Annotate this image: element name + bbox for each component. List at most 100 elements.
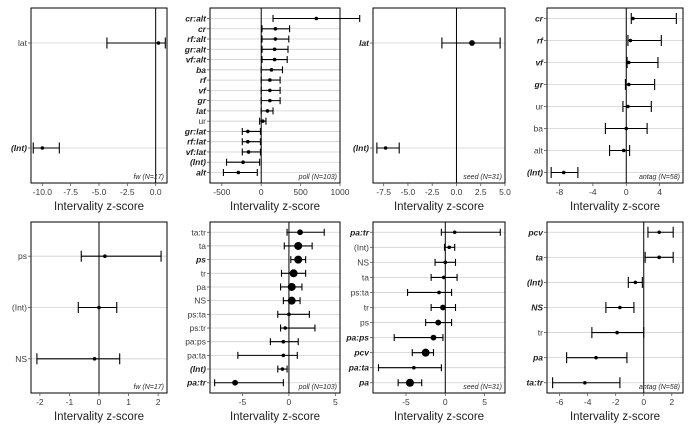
estimate-point-cr [273,26,278,31]
estimate-point-ta:tr [583,380,587,385]
estimate-point-vf [626,60,631,65]
term-label: ta [199,241,206,251]
estimate-point-pcv [421,348,430,357]
x-tick-label: -4 [584,397,592,407]
term-label: gr [534,80,544,90]
sample-note: antag (N=58) [639,174,680,181]
estimate-point-(Int) [97,305,101,310]
estimate-point-alt [236,170,241,175]
sample-note: antag (N=58) [639,384,680,391]
x-axis-title: Intervality z-score [570,411,660,423]
x-tick-label: -7.5 [376,187,391,197]
panel-frame [372,7,506,184]
term-label: vf [535,58,544,68]
estimate-point-cr:alt [314,16,319,21]
x-tick-label: -2 [612,397,620,407]
estimate-point-ur [626,104,630,109]
estimate-point-pa [594,355,598,360]
term-label: ba [534,124,544,134]
x-axis-title: Intervality z-score [230,411,320,423]
term-label: pa:ps [185,337,206,347]
x-tick-label: 4 [657,187,662,197]
x-tick-label: -2.5 [425,187,440,197]
estimate-point-lat [156,41,161,45]
estimate-point-rf:lat [246,139,250,144]
term-label: ta [535,252,543,262]
estimate-point-pa [287,282,296,291]
x-tick-label: -4 [589,187,597,197]
term-label: (Int) [190,364,206,374]
panel-seed-top: lat (Int) -7.5 -5.0 -2.5 0.0 2.5 5.0 Intervality… [353,7,511,213]
x-tick-label: -5 [239,397,247,407]
sample-note: seed (N=31) [463,174,502,181]
estimate-point-pcv [657,230,661,235]
term-label: pa:tr [349,227,370,237]
term-label: ps:ta [188,309,207,319]
term-label: NS [531,303,543,313]
x-tick-label: 0 [443,397,448,407]
x-tick-label: 0 [624,187,629,197]
term-label: ta [362,272,369,282]
x-tick-label: 1000 [331,187,350,197]
term-label: pa:tr [186,378,207,388]
estimate-point-NS [443,260,448,265]
panel-seed-bottom: pa:tr (Int) NS ta ps:ta tr ps pa:ps pcv pa:ta pa -5… [345,221,506,423]
estimate-point-gr [268,98,272,103]
term-label: tr [201,268,206,278]
x-tick-label: -5 [402,397,410,407]
estimate-point-pa [405,378,414,387]
panel-frame [209,7,341,184]
panel-antag-top: cr rf vf gr ur ba alt (Int) -8 -4 0 4 Intervality z-… [527,7,684,213]
x-axis-title: Intervality z-score [230,201,320,213]
estimate-point-pa:ps [281,339,286,344]
term-label: vf:alt [186,55,207,65]
x-tick-label: -6 [556,397,564,407]
estimate-point-pa:ps [430,334,437,341]
estimate-point-(Int) [383,146,388,150]
estimate-point-gr [626,82,631,87]
term-label: pa [532,353,543,363]
estimate-point-ur [260,119,265,123]
estimate-point-rf:alt [273,37,278,41]
estimate-point-pa:ta [281,353,286,358]
term-label: cr [535,14,544,24]
estimate-point-pa:tr [232,379,238,386]
term-label: pcv [353,348,370,358]
term-label: ta:tr [191,227,206,237]
x-tick-label: -2.5 [120,187,135,197]
x-tick-label: -1 [66,397,74,407]
term-label: tr [538,328,543,338]
term-label: cr:alt [185,14,207,24]
x-tick-label: 2.5 [475,187,487,197]
term-label: gr:alt [184,44,207,54]
estimate-point-ba [624,126,629,131]
term-label: ps [195,255,206,265]
x-axis-title: Intervality z-score [54,411,144,423]
estimate-point-(Int) [241,160,245,165]
x-axis-title: Intervality z-score [394,411,484,423]
x-tick-label: -10.0 [33,187,53,197]
estimate-point-(Int) [40,146,45,150]
panel-antag-bottom: pcv ta (Int) NS tr pa ta:tr -6 -4 -2 0 2 Intervality… [526,221,684,423]
term-label: vf:lat [186,147,207,157]
term-label: vf [198,85,207,95]
term-label: ba [196,65,206,75]
estimate-point-gr:alt [272,47,277,52]
term-label: ps:tr [189,323,206,333]
term-label: NS [194,296,206,306]
panel-frame [546,7,684,184]
term-label: rf:alt [187,34,207,44]
estimate-point-(Int) [447,245,452,250]
panel-frame [209,221,341,394]
estimate-point-ps:tr [283,326,288,330]
term-label: rf:lat [187,137,207,147]
x-axis-title: Intervality z-score [394,201,484,213]
estimate-point-ta [294,241,303,250]
estimate-point-cr [631,16,635,21]
estimate-point-NS [618,305,622,310]
estimate-point-(Int) [280,367,285,371]
term-label: (Int) [354,242,369,252]
term-label: pa [358,378,369,388]
estimate-point-(Int) [633,280,638,285]
